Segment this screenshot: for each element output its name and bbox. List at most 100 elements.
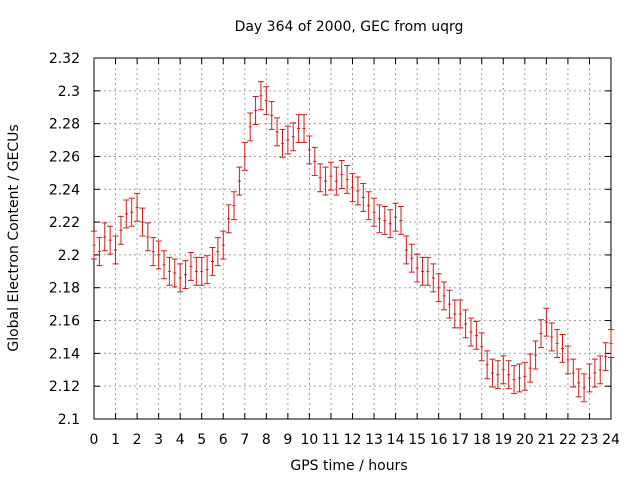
data-point-errorbar <box>586 363 593 393</box>
data-point-errorbar <box>564 345 571 375</box>
data-point-errorbar <box>414 253 421 283</box>
y-tick-labels: 2.1 2.12 2.14 2.16 2.18 2.2 2.22 2.24 2.26 2.28 2.… <box>49 51 80 428</box>
data-point-errorbar <box>268 100 275 130</box>
axis-ticks <box>93 57 612 420</box>
x-tick-label: 10 <box>301 432 319 448</box>
data-point-errorbar <box>371 197 378 227</box>
data-point-errorbar <box>198 256 205 286</box>
x-tick-label: 15 <box>408 432 426 448</box>
y-tick-label: 2.32 <box>49 51 80 67</box>
data-point-errorbar <box>204 255 211 285</box>
y-axis-label: Global Electron Content / GECUs <box>6 124 22 351</box>
data-point-errorbar <box>403 235 410 265</box>
y-tick-label: 2.28 <box>49 117 80 133</box>
data-point-errorbar <box>397 206 404 235</box>
x-tick-labels: 0 1 2 3 4 5 6 7 8 9 10 11 12 13 14 15 16 17 18 19 20 21 22 23 24 <box>90 432 620 448</box>
data-point-errorbar <box>381 206 388 235</box>
data-point-errorbar <box>457 299 464 329</box>
data-point-errorbar <box>290 122 297 152</box>
data-point-errorbar <box>247 112 254 142</box>
data-point-errorbar <box>144 222 151 252</box>
x-tick-label: 20 <box>516 432 534 448</box>
data-point-errorbar <box>408 243 415 273</box>
data-point-errorbar <box>602 342 609 372</box>
x-tick-label: 7 <box>240 432 249 448</box>
data-point-errorbar <box>516 363 523 393</box>
x-tick-label: 18 <box>473 432 491 448</box>
x-axis-label: GPS time / hours <box>290 458 407 474</box>
data-point-errorbar <box>467 317 474 347</box>
data-point-errorbar <box>274 117 281 147</box>
data-point-errorbar <box>500 355 507 385</box>
y-tick-label: 2.12 <box>49 379 80 395</box>
y-tick-label: 2.14 <box>49 346 80 362</box>
data-point-errorbar <box>419 256 426 286</box>
data-point-errorbar <box>322 166 329 196</box>
data-point-errorbar <box>489 358 496 388</box>
x-tick-label: 23 <box>581 432 599 448</box>
data-point-errorbar <box>532 340 539 370</box>
data-point-errorbar <box>554 329 561 358</box>
data-point-errorbar <box>360 183 367 212</box>
data-point-errorbar <box>284 125 291 155</box>
y-tick-label: 2.2 <box>58 248 80 264</box>
data-point-errorbar <box>478 332 485 362</box>
data-point-errorbar <box>597 355 604 385</box>
data-point-errorbar <box>161 250 168 280</box>
data-point-errorbar <box>527 353 534 383</box>
data-point-errorbar <box>327 161 334 191</box>
y-tick-label: 2.3 <box>58 84 80 100</box>
x-tick-label: 12 <box>344 432 362 448</box>
x-tick-label: 24 <box>602 432 620 448</box>
x-tick-label: 19 <box>494 432 512 448</box>
data-point-errorbar <box>559 333 566 363</box>
data-point-errorbar <box>570 358 577 388</box>
x-tick-label: 17 <box>451 432 469 448</box>
data-point-errorbar <box>263 86 270 116</box>
grid-lines <box>94 58 611 419</box>
y-tick-label: 2.26 <box>49 149 80 165</box>
data-point-errorbar <box>182 260 189 290</box>
x-tick-label: 14 <box>387 432 405 448</box>
data-point-errorbar <box>311 146 318 176</box>
y-tick-label: 2.16 <box>49 314 80 330</box>
x-tick-label: 11 <box>322 432 340 448</box>
data-point-errorbar <box>387 209 394 239</box>
data-point-errorbar <box>139 207 146 237</box>
data-point-errorbar <box>252 96 259 125</box>
x-tick-label: 3 <box>154 432 163 448</box>
data-point-errorbar <box>96 237 103 267</box>
x-tick-label: 16 <box>430 432 448 448</box>
data-point-errorbar <box>128 197 135 227</box>
data-point-errorbar <box>349 173 356 203</box>
x-tick-label: 8 <box>262 432 271 448</box>
x-tick-label: 9 <box>283 432 292 448</box>
data-point-errorbar <box>107 225 114 255</box>
data-point-errorbar <box>187 251 194 281</box>
data-point-errorbar <box>494 360 501 390</box>
data-point-errorbar <box>354 176 361 206</box>
x-tick-label: 4 <box>176 432 185 448</box>
data-point-errorbar <box>177 263 184 293</box>
data-point-errorbar <box>112 235 119 265</box>
data-point-errorbar <box>537 319 544 349</box>
x-tick-label: 13 <box>365 432 383 448</box>
data-point-errorbar <box>279 128 286 158</box>
data-point-errorbar <box>123 199 130 229</box>
data-point-errorbar <box>301 114 308 144</box>
data-point-errorbar <box>473 320 480 350</box>
data-point-errorbar <box>424 256 431 286</box>
x-tick-label: 0 <box>90 432 99 448</box>
data-point-errorbar <box>166 256 173 286</box>
data-point-errorbar <box>392 202 399 232</box>
data-point-errorbar <box>484 350 491 380</box>
data-point-errorbar <box>344 164 351 194</box>
data-point-errorbar <box>91 230 97 260</box>
data-point-errorbar <box>317 163 324 193</box>
data-point-errorbar <box>241 142 248 171</box>
data-point-errorbar <box>333 166 340 196</box>
y-tick-label: 2.1 <box>58 412 80 428</box>
data-point-errorbar <box>231 191 238 221</box>
data-point-errorbar <box>581 373 588 403</box>
data-point-errorbar <box>171 258 178 288</box>
